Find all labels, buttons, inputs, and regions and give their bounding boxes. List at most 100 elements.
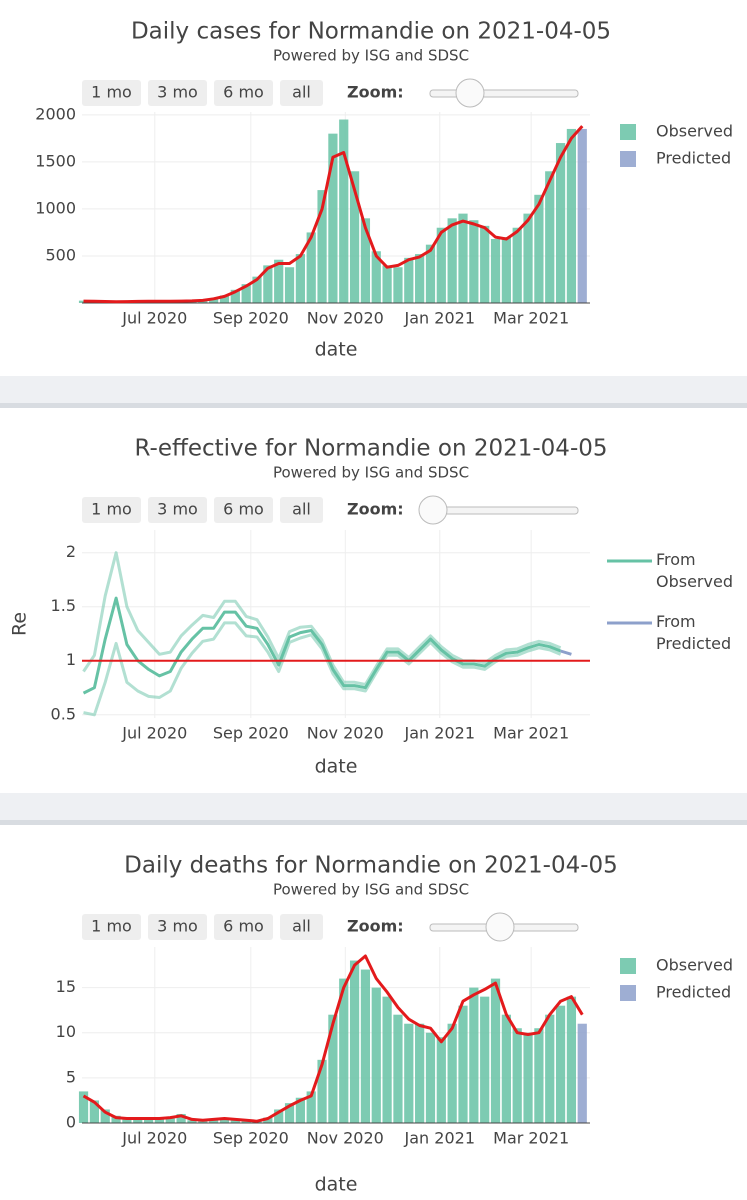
bar <box>219 1119 230 1123</box>
range-button[interactable] <box>148 497 207 523</box>
separator <box>0 376 747 408</box>
bar <box>263 1117 273 1123</box>
chart-subtitle: Powered by ISG and SDSC <box>273 47 469 65</box>
trend-line <box>83 125 584 304</box>
legend-swatch <box>620 124 636 140</box>
bar <box>469 220 479 303</box>
bar <box>295 254 305 303</box>
separator <box>0 403 747 408</box>
range-button-label: 6 mo <box>223 83 264 102</box>
x-tick-label: Jul 2020 <box>121 309 187 328</box>
bar <box>89 1100 99 1123</box>
zoom-label: Zoom: <box>347 83 404 102</box>
legend-label: From Observed <box>656 550 733 591</box>
x-axis-label: date <box>315 1174 358 1196</box>
bar <box>241 284 251 303</box>
bar <box>512 227 522 303</box>
bar <box>284 1103 295 1123</box>
y-tick-label: 5 <box>66 1067 76 1086</box>
y-tick-label: 0.5 <box>51 704 76 723</box>
x-axis-label: date <box>315 756 358 778</box>
bar <box>469 987 479 1123</box>
x-tick-label: Jan 2021 <box>404 724 475 743</box>
bar <box>447 218 457 303</box>
bar <box>577 128 587 303</box>
chart-title: R-effective for Normandie on 2021-04-05 <box>134 436 607 462</box>
range-button[interactable] <box>82 497 141 523</box>
trend-line <box>82 954 584 1123</box>
range-button[interactable] <box>280 497 323 523</box>
series-line <box>82 596 562 695</box>
bar <box>360 218 371 303</box>
bar <box>566 996 577 1123</box>
bar <box>545 171 555 303</box>
range-button-label: 1 mo <box>91 83 132 102</box>
legend-swatch <box>620 985 636 1001</box>
bar <box>393 1014 403 1123</box>
x-tick-label: Jul 2020 <box>121 1129 187 1148</box>
legend-label: Observed <box>656 956 733 975</box>
bar <box>555 143 566 303</box>
bar <box>154 1117 165 1123</box>
x-tick-label: Nov 2020 <box>307 724 384 743</box>
bar <box>252 276 262 303</box>
bar <box>328 133 338 303</box>
x-tick-label: Sep 2020 <box>213 724 289 743</box>
bar <box>306 232 316 303</box>
bar <box>339 119 349 303</box>
x-tick-label: Jan 2021 <box>404 309 475 328</box>
range-button[interactable] <box>280 80 323 106</box>
x-axis-label: date <box>315 339 358 361</box>
bar <box>436 1037 446 1123</box>
bar <box>209 298 219 303</box>
bar <box>111 1115 121 1123</box>
range-button[interactable] <box>82 914 141 940</box>
x-tick-label: Nov 2020 <box>307 1129 384 1148</box>
range-button[interactable] <box>214 497 273 523</box>
x-tick-label: Mar 2021 <box>493 309 569 328</box>
chart-title: Daily deaths for Normandie on 2021-04-05 <box>124 853 618 879</box>
range-button[interactable] <box>280 914 323 940</box>
bar <box>165 1118 175 1123</box>
bar <box>382 996 392 1123</box>
bar <box>317 190 327 303</box>
range-button[interactable] <box>214 80 273 106</box>
range-button-label: 3 mo <box>157 83 198 102</box>
range-button[interactable] <box>148 80 207 106</box>
legend-label: Predicted <box>656 983 731 1002</box>
x-tick-label: Mar 2021 <box>493 724 569 743</box>
range-button[interactable] <box>214 914 273 940</box>
y-tick-label: 2000 <box>35 104 76 123</box>
y-tick-label: 1500 <box>35 151 76 170</box>
zoom-knob[interactable] <box>418 495 448 525</box>
zoom-knob[interactable] <box>485 912 515 942</box>
bar <box>415 254 425 303</box>
bar <box>523 1032 533 1123</box>
bar <box>133 1117 143 1123</box>
bar <box>317 1059 327 1123</box>
zoom-knob[interactable] <box>455 78 485 108</box>
bar <box>371 987 381 1123</box>
range-button[interactable] <box>148 914 207 940</box>
bar <box>512 1028 522 1123</box>
bar <box>501 1014 511 1123</box>
range-button-label: 3 mo <box>157 500 198 519</box>
legend-swatch <box>620 958 636 974</box>
bar <box>274 1109 284 1123</box>
range-button-label: 1 mo <box>91 500 132 519</box>
x-tick-label: Sep 2020 <box>213 309 289 328</box>
bar <box>230 289 240 303</box>
bar <box>328 1014 338 1123</box>
bar <box>78 1091 89 1123</box>
bar <box>306 1091 316 1123</box>
zoom-label: Zoom: <box>347 917 404 936</box>
x-tick-label: Mar 2021 <box>493 1129 569 1148</box>
bar <box>404 257 414 303</box>
y-tick-label: 10 <box>56 1022 76 1041</box>
bar <box>219 295 230 303</box>
bar <box>187 1120 197 1123</box>
range-button[interactable] <box>82 80 141 106</box>
range-button-label: 3 mo <box>157 917 198 936</box>
